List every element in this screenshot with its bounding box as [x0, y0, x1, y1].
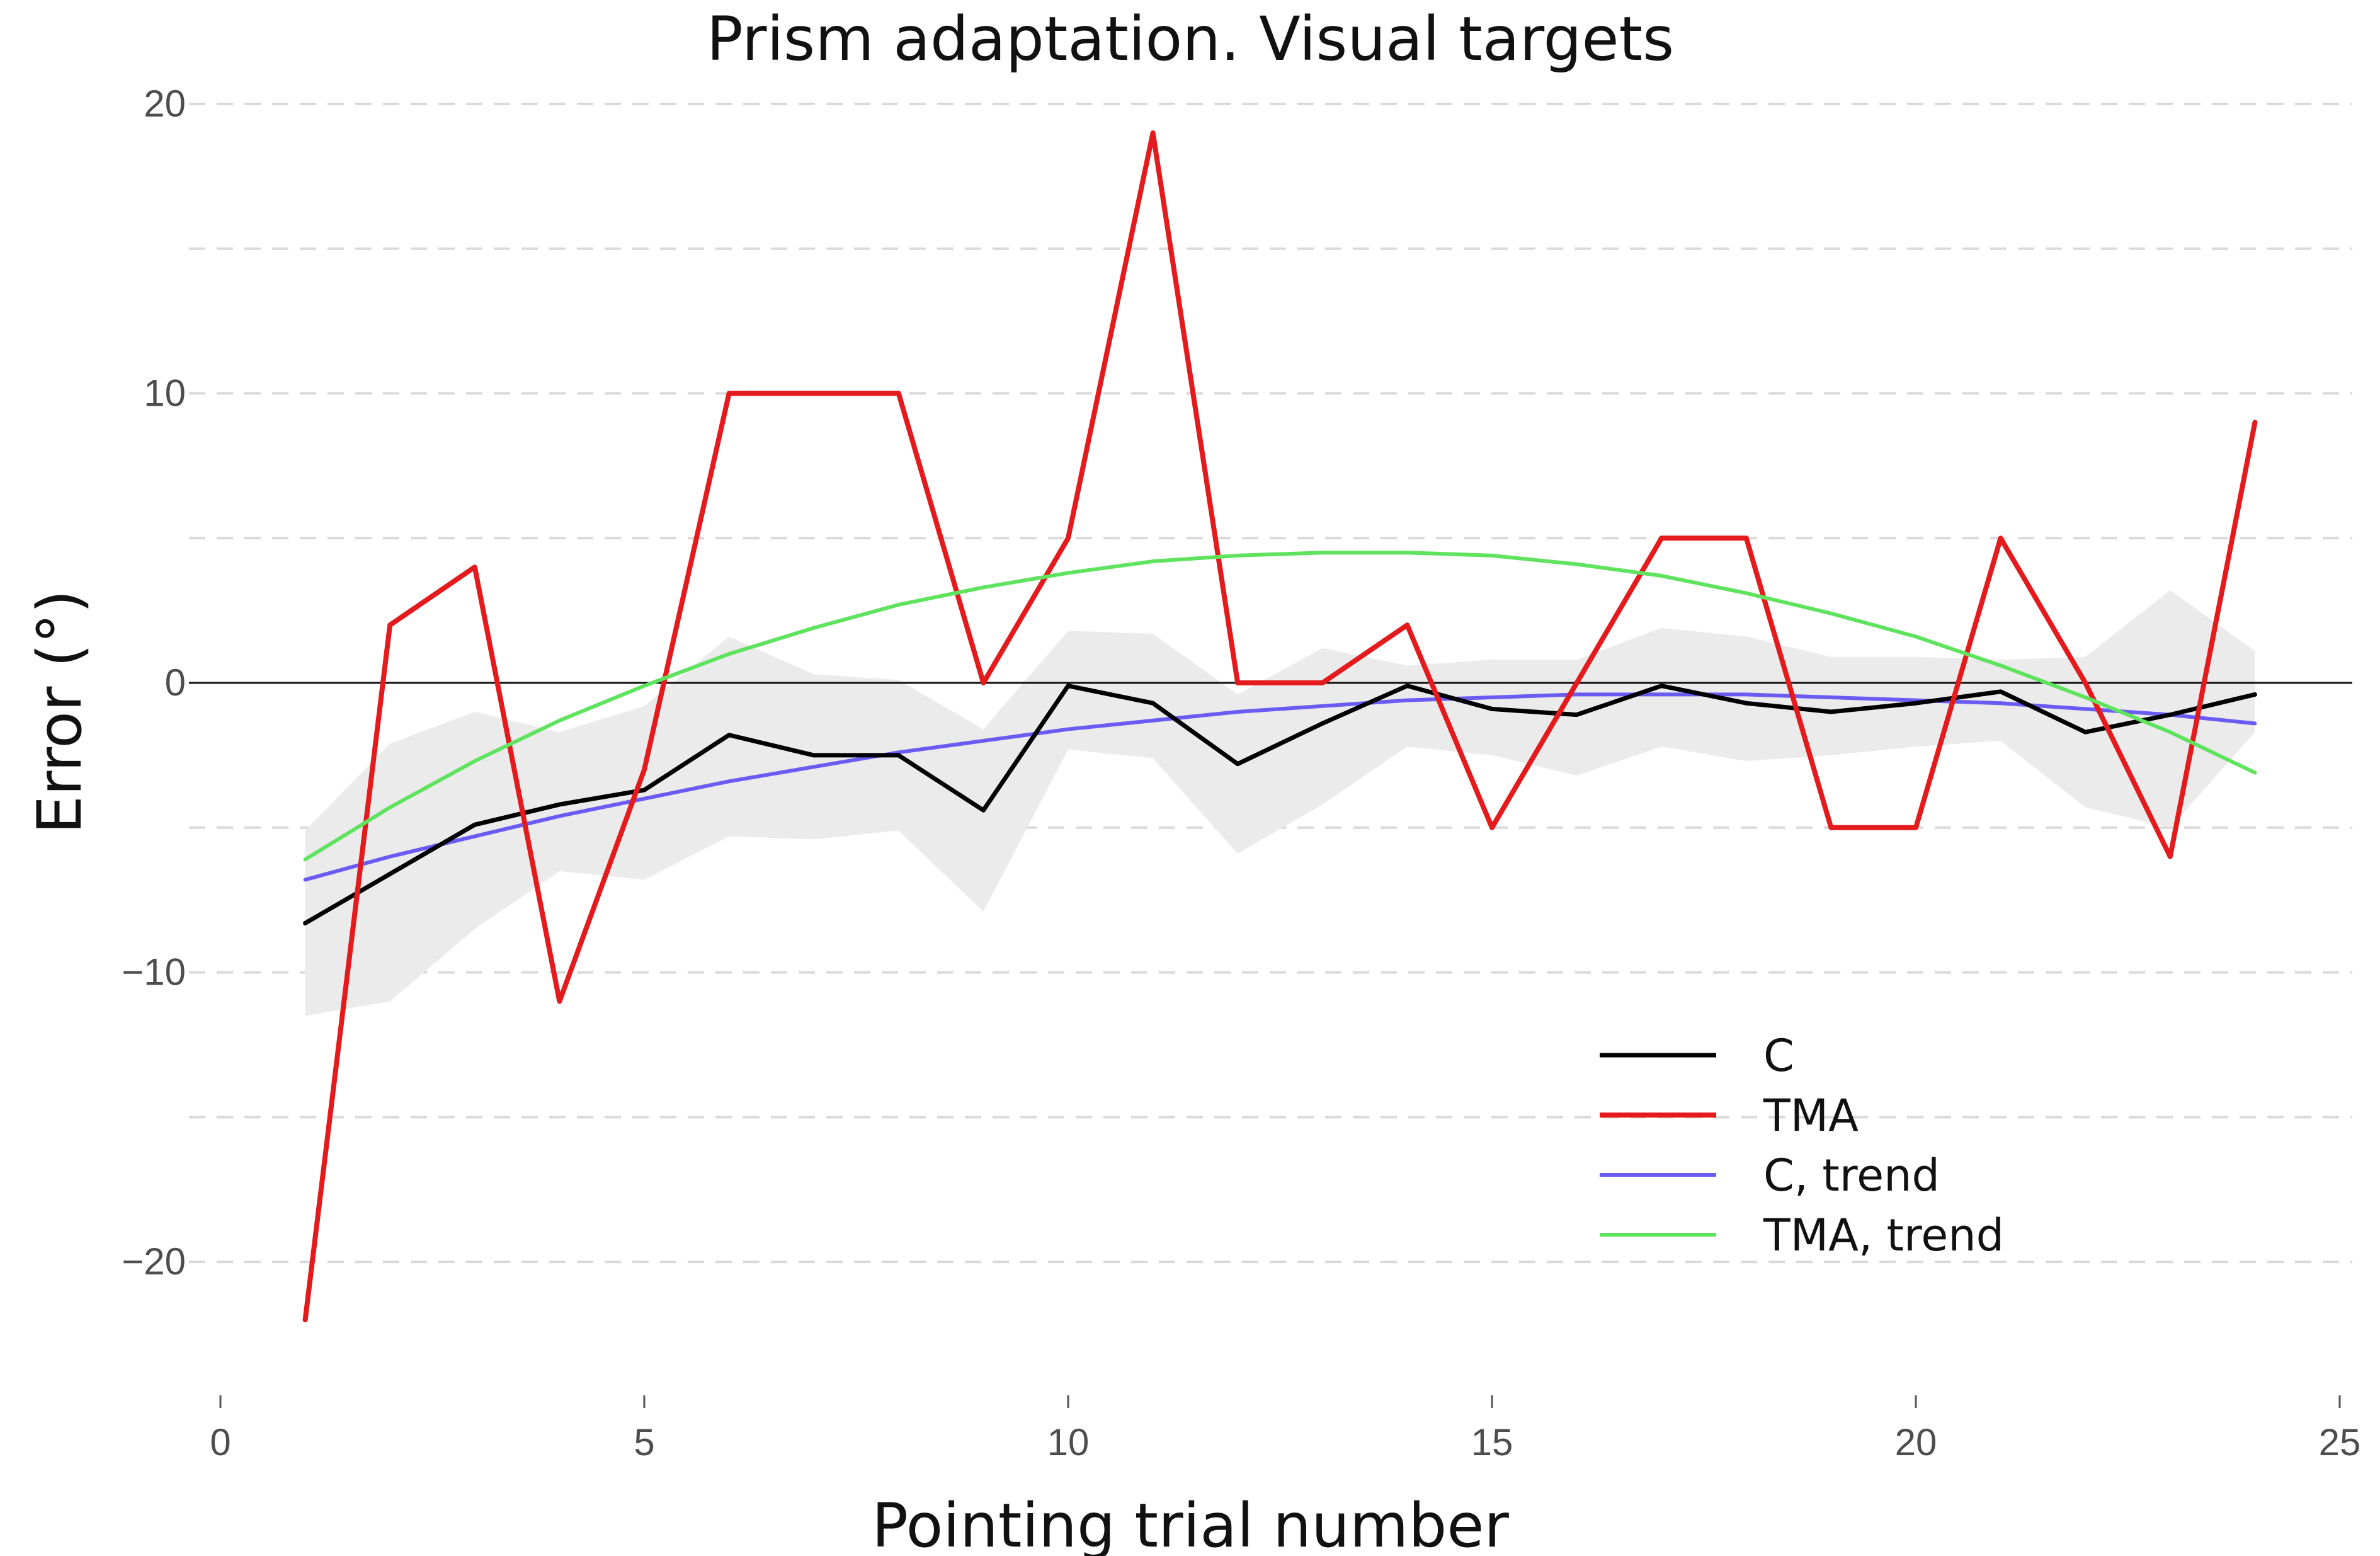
x-tick-label: 15: [1471, 1421, 1513, 1463]
y-tick-label: 0: [165, 661, 186, 704]
x-tick-label: 10: [1047, 1421, 1090, 1463]
legend-label-tma-trend: TMA, trend: [1763, 1210, 2004, 1261]
x-tick-label: 0: [210, 1421, 231, 1463]
y-tick-label: 20: [144, 83, 186, 125]
x-tick-label: 20: [1895, 1421, 1937, 1463]
chart-title: Prism adaptation. Visual targets: [707, 4, 1674, 74]
y-tick-labels: −20 −10 0 10 20: [122, 83, 186, 1283]
y-tick-label: 10: [144, 372, 186, 415]
legend: C TMA C, trend TMA, trend: [1600, 1030, 2004, 1261]
y-tick-label: −10: [122, 951, 186, 993]
x-tick-label: 5: [634, 1421, 654, 1463]
legend-label-c: C: [1763, 1030, 1794, 1082]
x-axis-ticks: 0 5 10 15 20 25: [210, 1395, 2360, 1463]
x-axis-label: Pointing trial number: [872, 1490, 1509, 1556]
y-tick-label: −20: [122, 1240, 186, 1283]
y-axis-label: Error (°): [25, 590, 95, 833]
legend-label-c-trend: C, trend: [1763, 1150, 1940, 1201]
series-layer: [302, 130, 2258, 1322]
series-line-tma-trend: [303, 551, 2257, 862]
legend-label-tma: TMA: [1763, 1090, 1859, 1141]
x-tick-label: 25: [2319, 1421, 2361, 1463]
series-line-tma: [302, 130, 2258, 1322]
series-line-c: [303, 684, 2257, 925]
